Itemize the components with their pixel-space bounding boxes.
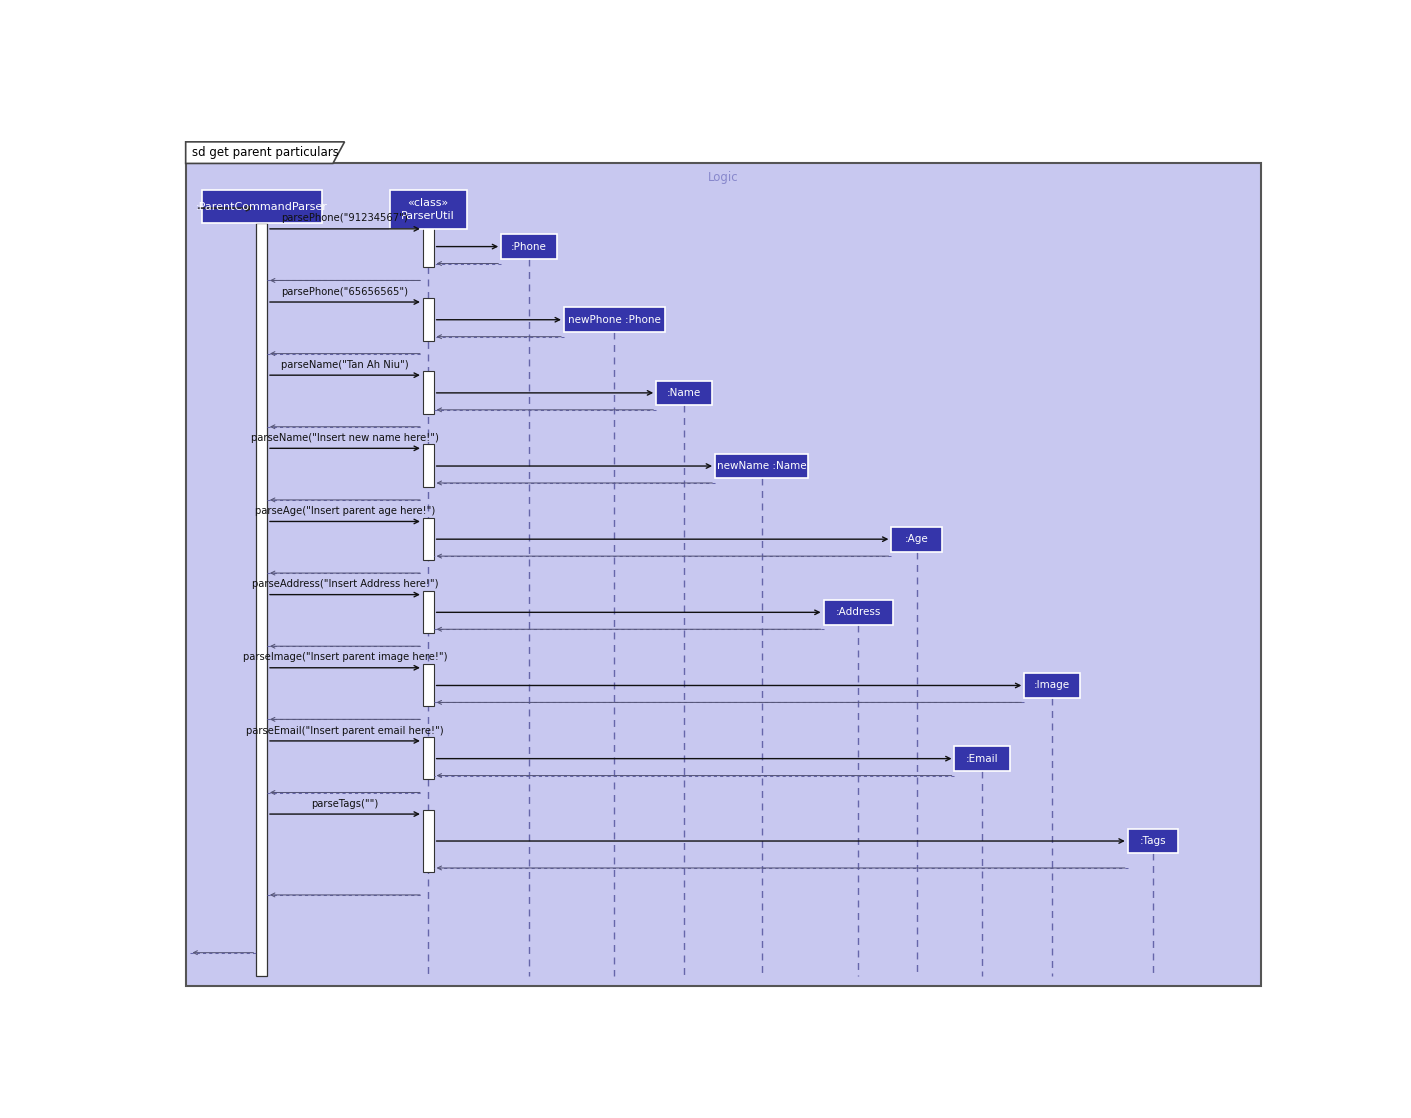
FancyBboxPatch shape bbox=[423, 445, 433, 486]
Text: :Name: :Name bbox=[667, 388, 701, 398]
Text: parseTags(""): parseTags("") bbox=[312, 798, 378, 808]
Text: parseName("Insert new name here!"): parseName("Insert new name here!") bbox=[251, 433, 439, 443]
Text: :ParentCommandParser: :ParentCommandParser bbox=[196, 201, 327, 211]
FancyBboxPatch shape bbox=[389, 190, 467, 229]
FancyBboxPatch shape bbox=[954, 747, 1010, 771]
FancyBboxPatch shape bbox=[423, 664, 433, 707]
FancyBboxPatch shape bbox=[423, 518, 433, 560]
Text: Logic: Logic bbox=[708, 171, 739, 183]
Text: parseAge("Insert parent age here!"): parseAge("Insert parent age here!") bbox=[255, 506, 435, 517]
FancyBboxPatch shape bbox=[423, 225, 433, 267]
Text: «class»
ParserUtil: «class» ParserUtil bbox=[401, 198, 456, 221]
Polygon shape bbox=[186, 142, 344, 163]
Text: :Email: :Email bbox=[967, 754, 999, 764]
FancyBboxPatch shape bbox=[564, 307, 665, 332]
FancyBboxPatch shape bbox=[423, 590, 433, 633]
FancyBboxPatch shape bbox=[423, 811, 433, 872]
FancyBboxPatch shape bbox=[715, 454, 809, 479]
Text: parsePhone("65656565"): parsePhone("65656565") bbox=[281, 286, 408, 296]
FancyBboxPatch shape bbox=[257, 222, 267, 976]
Text: parseEmail("Insert parent email here!"): parseEmail("Insert parent email here!") bbox=[246, 726, 443, 736]
FancyBboxPatch shape bbox=[202, 190, 322, 222]
FancyBboxPatch shape bbox=[423, 737, 433, 779]
Text: parsePhone("91234567"): parsePhone("91234567") bbox=[282, 214, 408, 224]
Text: newPhone :Phone: newPhone :Phone bbox=[567, 315, 660, 324]
FancyBboxPatch shape bbox=[423, 299, 433, 341]
Text: :Age: :Age bbox=[904, 534, 928, 544]
FancyBboxPatch shape bbox=[186, 163, 1261, 986]
Text: :Image: :Image bbox=[1034, 681, 1070, 691]
FancyBboxPatch shape bbox=[501, 235, 557, 259]
Text: parseImage("Insert parent image here!"): parseImage("Insert parent image here!") bbox=[243, 653, 447, 662]
FancyBboxPatch shape bbox=[892, 527, 941, 551]
Text: :Address: :Address bbox=[835, 607, 880, 617]
FancyBboxPatch shape bbox=[656, 380, 713, 405]
Text: parseName("Tan Ah Niu"): parseName("Tan Ah Niu") bbox=[281, 360, 409, 370]
Text: parseAddress("Insert Address here!"): parseAddress("Insert Address here!") bbox=[251, 579, 439, 589]
Text: :Tags: :Tags bbox=[1140, 836, 1165, 846]
Text: newName :Name: newName :Name bbox=[717, 461, 806, 471]
FancyBboxPatch shape bbox=[423, 371, 433, 414]
FancyBboxPatch shape bbox=[1024, 673, 1079, 698]
FancyBboxPatch shape bbox=[824, 600, 893, 625]
FancyBboxPatch shape bbox=[1127, 828, 1178, 853]
Text: :Phone: :Phone bbox=[511, 241, 547, 252]
Text: sd get parent particulars: sd get parent particulars bbox=[192, 146, 339, 159]
